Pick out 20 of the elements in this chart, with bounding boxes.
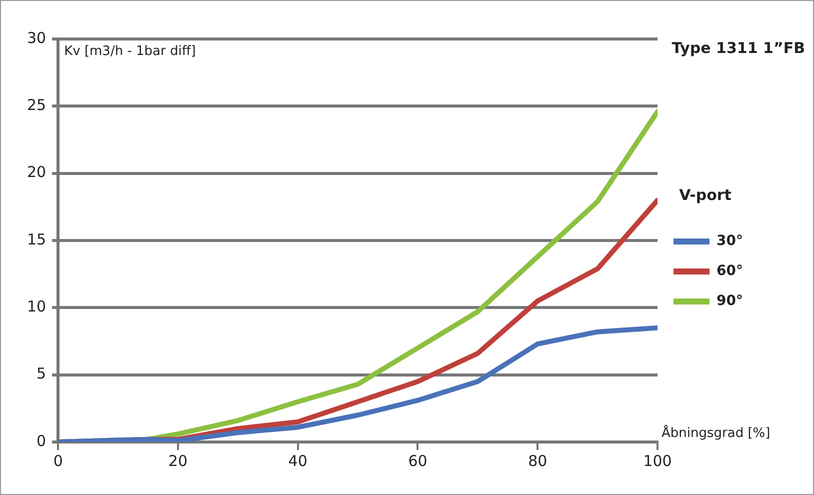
x-tick-label: 80 bbox=[528, 452, 548, 470]
legend-label: 90° bbox=[716, 293, 743, 310]
legend-label: 30° bbox=[716, 233, 743, 250]
x-tick-label: 100 bbox=[643, 452, 672, 470]
y-tick-label: 30 bbox=[26, 28, 46, 47]
legend-label: 60° bbox=[716, 263, 743, 280]
x-axis-title: Åbningsgrad [%] bbox=[662, 424, 770, 441]
x-tick-label: 0 bbox=[53, 452, 63, 470]
legend-title: V-port bbox=[679, 186, 732, 204]
y-tick-label: 20 bbox=[26, 163, 46, 182]
y-tick-label: 15 bbox=[26, 230, 46, 248]
x-tick-label: 20 bbox=[168, 452, 188, 470]
y-tick-label: 25 bbox=[26, 96, 46, 114]
y-tick-label: 0 bbox=[36, 432, 46, 450]
x-tick-label: 60 bbox=[408, 452, 428, 470]
y-tick-label: 5 bbox=[36, 364, 46, 383]
x-tick-label: 40 bbox=[288, 452, 308, 470]
y-tick-label: 10 bbox=[26, 298, 46, 316]
y-axis-title: Kv [m3/h - 1bar diff] bbox=[64, 44, 196, 59]
text: Type 1311 1”FB bbox=[672, 38, 805, 57]
